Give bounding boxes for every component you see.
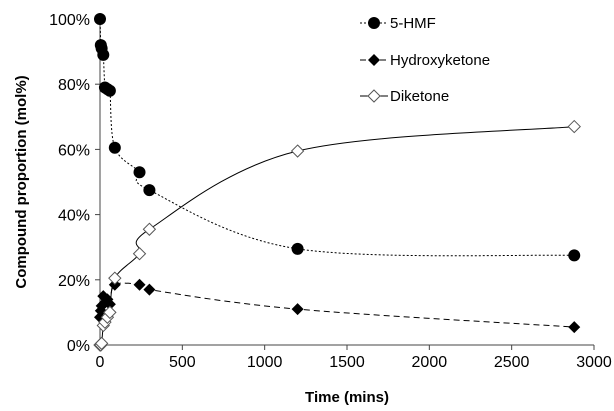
- data-point-5-hmf: [143, 184, 156, 197]
- data-point-5-hmf: [103, 84, 116, 97]
- data-point-5-hmf: [133, 166, 146, 179]
- series-line-5-hmf: [99, 18, 575, 257]
- data-point-diketone: [567, 119, 581, 134]
- data-point-hydroxyketone: [103, 298, 116, 311]
- y-tick-label: 80%: [58, 77, 90, 94]
- legend: 5-HMF Hydroxyketone Diketone: [360, 15, 490, 105]
- data-point-5-hmf: [94, 13, 106, 25]
- data-point-hydroxyketone: [291, 303, 304, 316]
- data-point-hydroxyketone: [143, 283, 156, 296]
- data-point-5-hmf: [291, 242, 304, 255]
- data-point-diketone: [108, 271, 122, 285]
- x-tick-label: 500: [169, 354, 196, 371]
- y-tick-label: 20%: [58, 273, 90, 290]
- data-point-diketone: [94, 336, 109, 351]
- axes: [95, 18, 595, 350]
- x-tick-label: 2500: [494, 354, 530, 371]
- legend-label-5-hmf: 5-HMF: [390, 15, 436, 32]
- y-axis-title: Compound proportion (mol%): [13, 75, 30, 288]
- data-point-hydroxyketone: [133, 278, 146, 291]
- data-point-hydroxyketone: [568, 321, 581, 334]
- data-markers: [93, 13, 581, 352]
- legend-marker-diketone: [367, 89, 381, 103]
- y-tick-label: 60%: [58, 142, 90, 159]
- y-tick-label: 0%: [67, 338, 90, 355]
- data-point-5-hmf: [108, 141, 121, 154]
- series-lines: [99, 18, 575, 346]
- legend-marker-hydroxyketone: [368, 54, 380, 66]
- series-line-hydroxyketone: [99, 282, 575, 328]
- legend-label-diketone: Diketone: [390, 88, 449, 105]
- tick-labels: 0% 20% 40% 60% 80% 100% 0 500 1000 1500 2000 2500 30…: [49, 12, 612, 371]
- data-point-diketone: [290, 144, 305, 158]
- x-tick-label: 0: [96, 354, 105, 371]
- y-tick-label: 40%: [58, 208, 90, 225]
- x-tick-label: 1000: [247, 354, 283, 371]
- x-tick-label: 1500: [329, 354, 365, 371]
- x-tick-label: 2000: [412, 354, 448, 371]
- data-point-5-hmf: [568, 249, 581, 262]
- x-axis-title: Time (mins): [305, 389, 389, 406]
- x-tick-label: 3000: [576, 354, 612, 371]
- y-tick-label: 100%: [49, 12, 90, 29]
- data-point-diketone: [132, 247, 147, 261]
- data-point-5-hmf: [97, 48, 110, 61]
- legend-marker-5-hmf: [368, 17, 380, 29]
- data-point-diketone: [142, 222, 157, 236]
- data-point-diketone: [103, 305, 117, 320]
- legend-label-hydroxyketone: Hydroxyketone: [390, 52, 490, 69]
